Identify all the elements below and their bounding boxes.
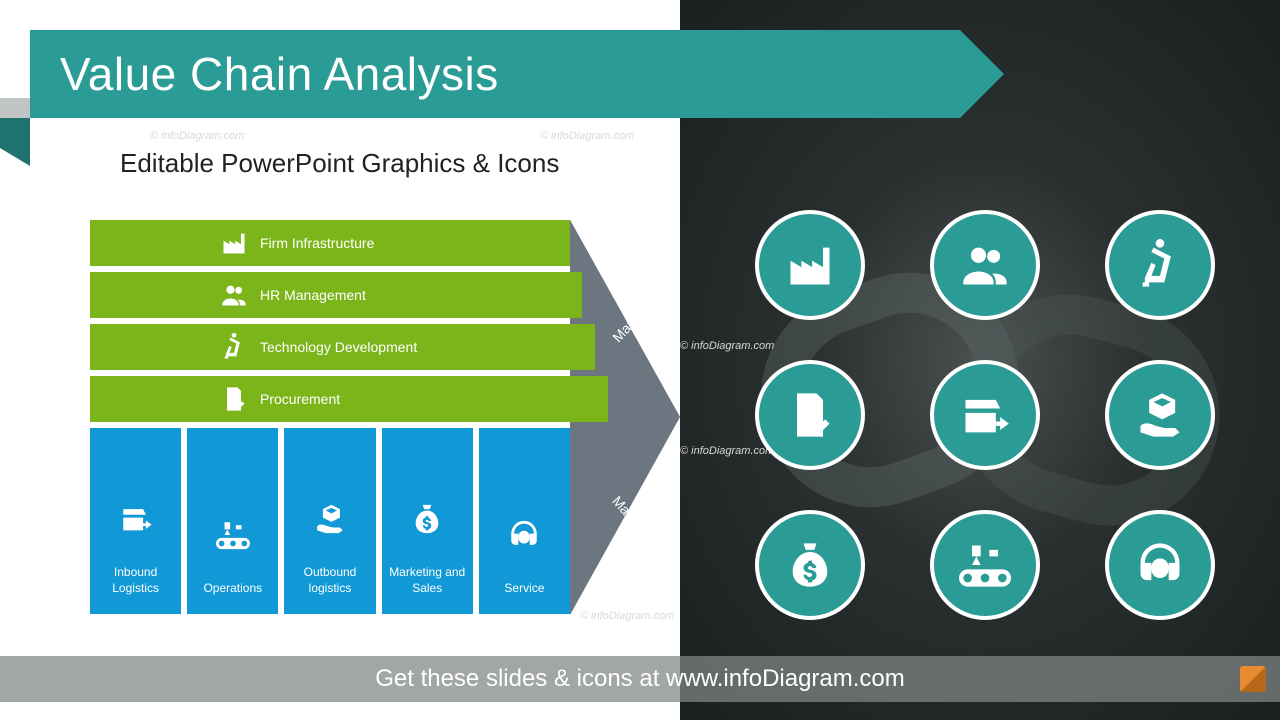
primary-label: Outboundlogistics [304,564,357,596]
support-label: Procurement [260,391,340,407]
primary-col-conveyor: Operations [187,428,278,614]
hand-box-icon [313,502,347,536]
primary-activities: InboundLogistics Operations Outboundlogist… [90,428,570,614]
support-label: Firm Infrastructure [260,235,374,251]
support-label: Technology Development [260,339,417,355]
support-row-factory: Firm Infrastructure [90,220,570,266]
grid-conveyor-icon [930,510,1040,620]
support-activities: Firm Infrastructure HR Management Technolo… [90,220,570,428]
money-bag-icon [410,502,444,536]
page-title: Value Chain Analysis [60,47,499,101]
primary-label: InboundLogistics [112,564,159,596]
support-row-robot: Technology Development [90,324,595,370]
box-in-icon [119,502,153,536]
value-chain-diagram: Firm Infrastructure HR Management Technolo… [90,220,680,615]
watermark: © infoDiagram.com [150,130,244,142]
grid-factory-icon [755,210,865,320]
primary-col-money-bag: Marketing andSales [382,428,473,614]
primary-col-box-in: InboundLogistics [90,428,181,614]
robot-icon [220,333,248,361]
grid-headset-icon [1105,510,1215,620]
grid-clipboard-icon [755,360,865,470]
grid-robot-icon [1105,210,1215,320]
grid-money-bag-icon [755,510,865,620]
icon-grid [750,210,1220,620]
conveyor-icon [216,518,250,552]
factory-icon [220,229,248,257]
support-row-clipboard: Procurement [90,376,608,422]
subtitle: Editable PowerPoint Graphics & Icons [120,148,559,179]
primary-label: Marketing andSales [389,564,465,596]
people-icon [220,281,248,309]
primary-col-headset: Service [479,428,570,614]
ribbon-fold [0,118,30,148]
grid-hand-box-icon [1105,360,1215,470]
title-ribbon: Value Chain Analysis [30,30,960,118]
footer-text: Get these slides & icons at www.infoDiag… [375,665,905,693]
clipboard-icon [220,385,248,413]
primary-label: Service [504,580,544,596]
primary-label: Operations [203,580,262,596]
footer-bar: Get these slides & icons at www.infoDiag… [0,656,1280,702]
headset-icon [507,518,541,552]
support-row-people: HR Management [90,272,582,318]
watermark: © infoDiagram.com [580,610,674,622]
grid-box-in-icon [930,360,1040,470]
watermark: © infoDiagram.com [540,130,634,142]
grid-people-icon [930,210,1040,320]
primary-col-hand-box: Outboundlogistics [284,428,375,614]
support-label: HR Management [260,287,366,303]
brand-logo-icon [1240,666,1266,692]
